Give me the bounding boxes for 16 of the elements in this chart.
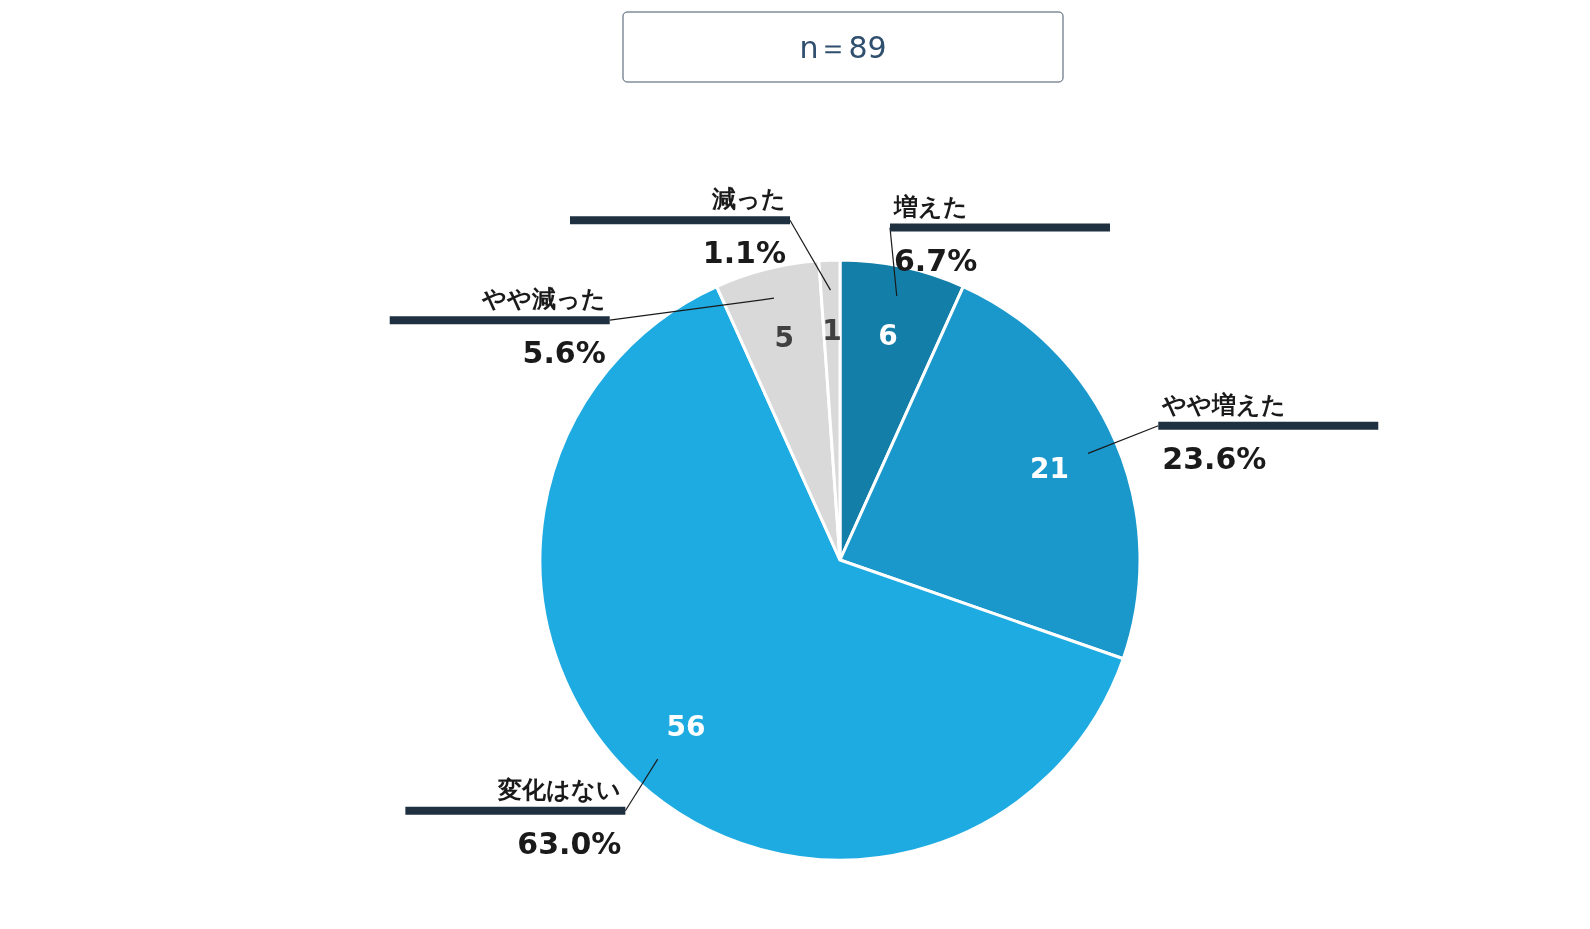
data-label: 56 xyxy=(666,710,706,744)
chart-title: n＝89 xyxy=(799,30,887,65)
text: 63.0% xyxy=(517,825,622,861)
data-label: 1 xyxy=(822,314,842,348)
slice-label: やや増えた xyxy=(1161,390,1287,419)
slice-label: 減った xyxy=(711,185,786,214)
text: 5.6% xyxy=(522,335,606,371)
text: 1.1% xyxy=(702,235,786,271)
slice-label: 変化はない xyxy=(497,775,622,804)
data-label: 5 xyxy=(774,320,794,354)
slice-label: 増えた xyxy=(893,192,968,221)
slice-label: やや減った xyxy=(480,285,606,314)
data-label: 21 xyxy=(1029,451,1069,485)
text: 6.7% xyxy=(894,242,978,278)
data-label: 6 xyxy=(878,319,898,353)
text: 23.6% xyxy=(1162,440,1267,476)
